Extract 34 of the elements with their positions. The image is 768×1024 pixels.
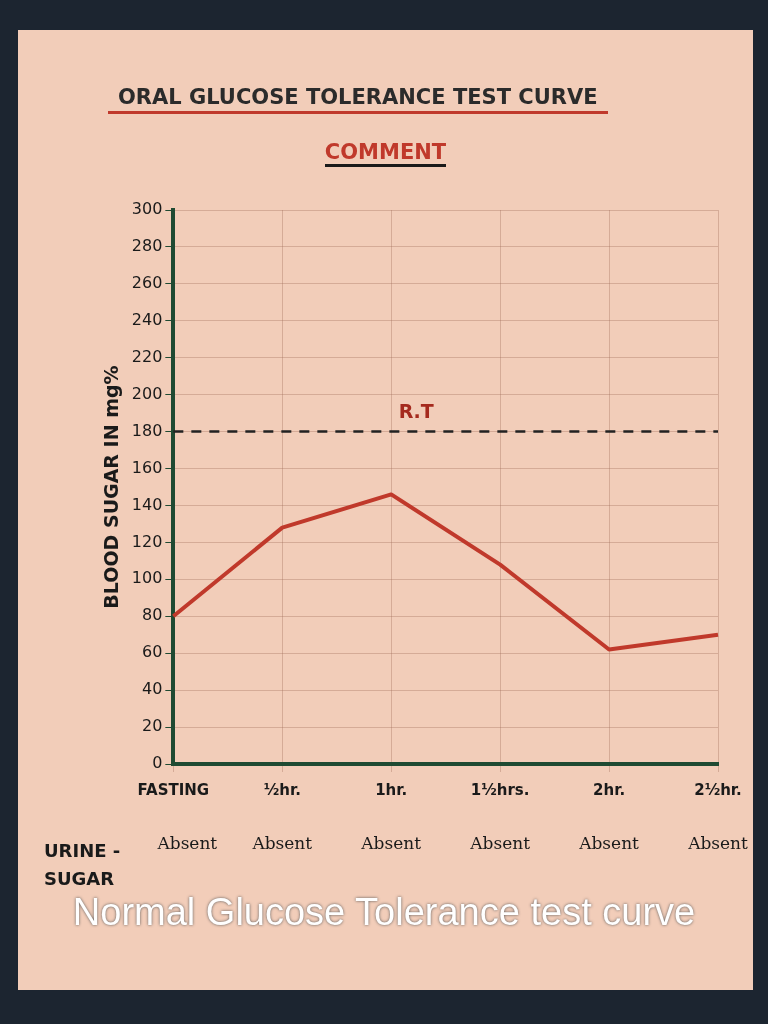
y-tick-label: 120 bbox=[131, 531, 163, 551]
y-tick-label: 280 bbox=[131, 236, 163, 256]
text: Absent bbox=[469, 833, 531, 853]
text: Normal Glucose Tolerance test curve bbox=[71, 890, 697, 934]
chart-subtitle: COMMENT bbox=[324, 140, 447, 167]
x-tick-label: FASTING bbox=[137, 780, 210, 799]
text: Absent bbox=[251, 833, 313, 853]
x-tick-label: 2½hr. bbox=[694, 780, 742, 799]
y-tick-label: 80 bbox=[141, 605, 163, 625]
text: URINE - SUGAR bbox=[44, 840, 121, 889]
y-tick-label: 160 bbox=[131, 457, 163, 477]
chart-title: ORAL GLUCOSE TOLERANCE TEST CURVE bbox=[108, 85, 608, 114]
y-tick-label: 240 bbox=[131, 309, 163, 329]
y-tick-label: 0 bbox=[152, 753, 163, 773]
y-tick-label: 220 bbox=[131, 346, 163, 366]
y-tick-label: 40 bbox=[141, 679, 163, 699]
y-axis-title: BLOOD SUGAR IN mg% bbox=[100, 365, 123, 609]
x-tick-label: 1½hrs. bbox=[470, 780, 530, 799]
x-tick-label: 2hr. bbox=[593, 780, 626, 799]
text: Absent bbox=[156, 833, 218, 853]
y-tick-label: 180 bbox=[131, 420, 163, 440]
y-tick-label: 100 bbox=[131, 568, 163, 588]
y-tick-label: 140 bbox=[131, 494, 163, 514]
ref-line-label: R.T bbox=[398, 399, 434, 422]
y-tick-label: 200 bbox=[131, 383, 163, 403]
y-tick-label: 20 bbox=[141, 716, 163, 736]
y-tick-label: 260 bbox=[131, 273, 163, 293]
y-tick-label: 300 bbox=[131, 199, 163, 219]
text: Absent bbox=[578, 833, 640, 853]
text: Absent bbox=[687, 833, 749, 853]
x-tick-label: 1hr. bbox=[375, 780, 408, 799]
y-tick-label: 60 bbox=[141, 642, 163, 662]
x-tick-label: ½hr. bbox=[263, 780, 301, 799]
text: Absent bbox=[360, 833, 422, 853]
